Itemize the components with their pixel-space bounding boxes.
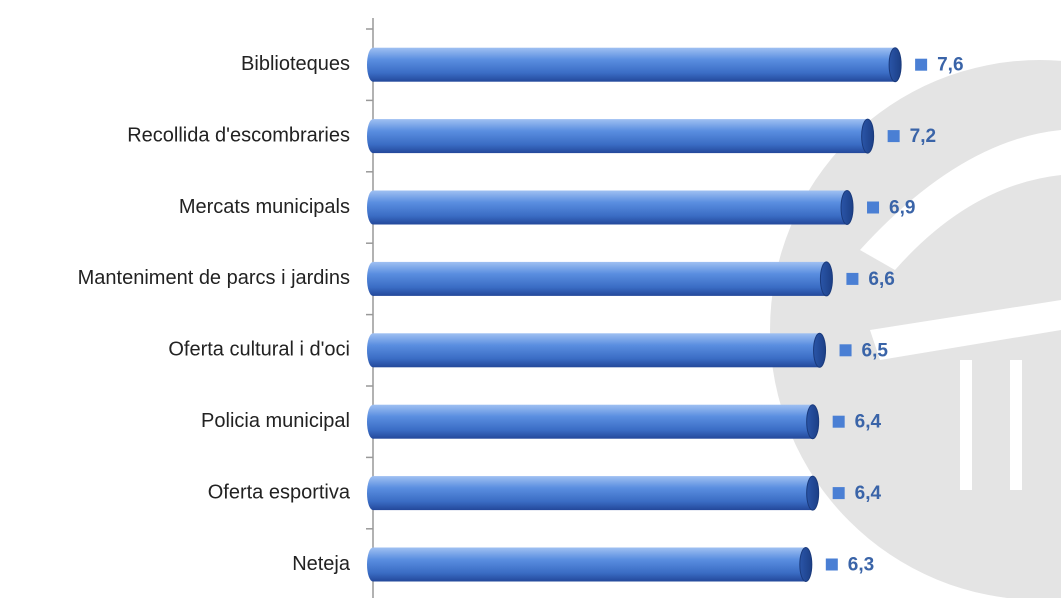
bar-body	[373, 119, 868, 154]
label-key	[832, 415, 845, 428]
bar-body	[373, 404, 813, 439]
value-label: 6,4	[855, 412, 882, 433]
category-label: Oferta cultural i d'oci	[168, 339, 350, 361]
value-label: 6,6	[868, 269, 894, 290]
bar-cap	[840, 190, 854, 225]
value-label: 6,9	[889, 198, 915, 219]
value-label: 6,5	[862, 340, 889, 361]
bar	[367, 547, 813, 582]
bar-body	[373, 333, 820, 368]
bar	[367, 332, 827, 368]
bar	[367, 261, 833, 297]
category-label: Oferta esportiva	[208, 481, 351, 503]
category-axis	[366, 18, 374, 598]
category-label: Policia municipal	[201, 410, 350, 432]
bar-body	[373, 547, 806, 582]
label-key	[825, 558, 838, 571]
bar-cap	[799, 547, 813, 582]
bar-body	[373, 261, 827, 296]
bar-cap	[813, 332, 827, 368]
category-label: Mercats municipals	[179, 196, 350, 218]
category-label: Neteja	[292, 553, 351, 575]
category-label: Manteniment de parcs i jardins	[78, 267, 350, 289]
bar-body	[373, 47, 896, 82]
label-key	[915, 58, 928, 71]
bar	[367, 190, 854, 225]
bar	[367, 118, 875, 154]
label-key	[887, 130, 900, 143]
bar	[367, 47, 902, 83]
label-key	[867, 201, 880, 214]
value-label: 6,3	[848, 555, 874, 576]
label-key	[839, 344, 852, 357]
bar	[367, 404, 820, 440]
value-label: 7,6	[937, 55, 963, 76]
bar-cap	[806, 404, 820, 440]
value-label: 7,2	[910, 126, 936, 147]
category-label: Biblioteques	[241, 53, 350, 75]
bar-cap	[888, 47, 902, 83]
value-label: 6,4	[855, 483, 882, 504]
category-label: Recollida d'escombraries	[127, 124, 350, 146]
bar-body	[373, 476, 813, 511]
bar	[367, 475, 820, 511]
label-key	[846, 272, 859, 285]
bar-cap	[806, 475, 820, 511]
label-key	[832, 487, 845, 500]
bar-cap	[819, 261, 833, 297]
bar-body	[373, 190, 848, 225]
bar-cap	[861, 118, 875, 154]
